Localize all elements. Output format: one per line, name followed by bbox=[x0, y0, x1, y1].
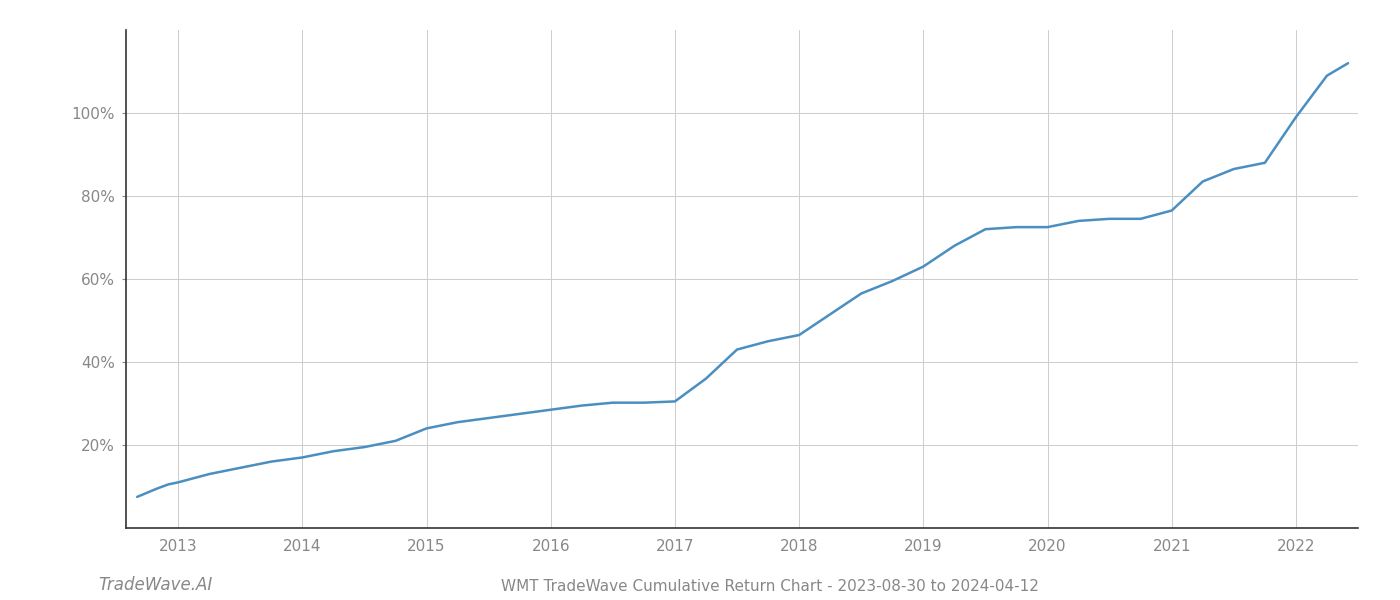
Text: TradeWave.AI: TradeWave.AI bbox=[98, 576, 213, 594]
Text: WMT TradeWave Cumulative Return Chart - 2023-08-30 to 2024-04-12: WMT TradeWave Cumulative Return Chart - … bbox=[501, 579, 1039, 594]
